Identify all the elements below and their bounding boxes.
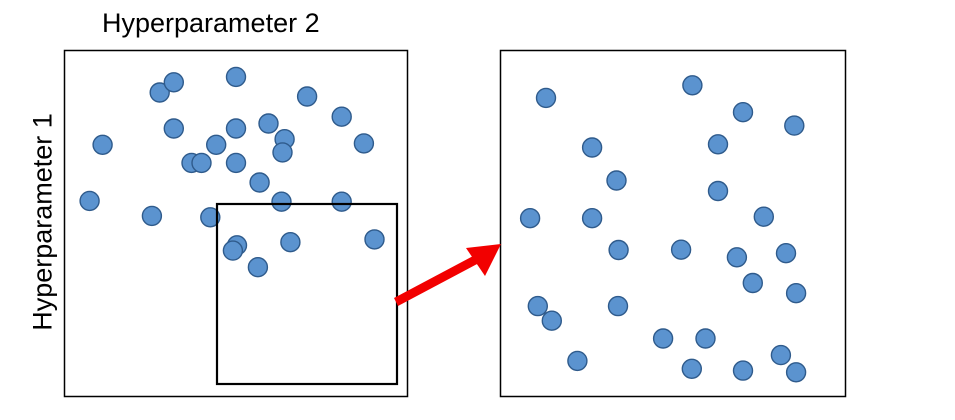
right-point-13	[670, 239, 692, 260]
right-panel-points	[519, 75, 807, 383]
right-point-17	[742, 272, 763, 294]
right-point-10	[581, 207, 603, 229]
left-point-18	[271, 191, 292, 212]
left-point-20	[79, 190, 100, 212]
right-point-7	[606, 170, 627, 191]
right-point-3	[732, 101, 754, 123]
right-point-1	[535, 87, 557, 109]
right-point-9	[519, 207, 541, 229]
left-point-5	[258, 113, 279, 134]
right-point-20	[541, 310, 562, 331]
left-point-23	[280, 231, 301, 253]
zoom-arrow	[394, 244, 501, 306]
left-point-2	[163, 72, 185, 93]
left-point-4	[296, 86, 318, 107]
right-point-22	[695, 328, 716, 349]
right-point-5	[707, 134, 729, 155]
left-point-17	[249, 172, 270, 193]
x-axis-label: Hyperparameter 2	[102, 8, 320, 38]
right-point-24	[567, 350, 588, 372]
right-panel-frame	[499, 49, 847, 398]
left-point-16	[225, 152, 247, 174]
left-point-1	[149, 82, 170, 103]
right-point-12	[608, 239, 629, 261]
left-point-27	[247, 257, 269, 278]
left-point-9	[331, 106, 352, 127]
right-point-11	[753, 206, 774, 227]
left-point-11	[92, 134, 113, 156]
left-panel-points	[79, 66, 385, 278]
left-panel-frame	[63, 49, 409, 398]
left-point-19	[331, 191, 352, 212]
left-point-13	[272, 142, 293, 163]
left-point-7	[225, 118, 247, 139]
left-point-12	[205, 134, 227, 156]
right-point-27	[681, 358, 702, 379]
right-point-21	[652, 328, 674, 349]
right-point-25	[732, 360, 754, 381]
right-point-18	[527, 295, 548, 317]
right-point-6	[581, 137, 603, 158]
zoom-region-box	[215, 202, 399, 386]
right-point-8	[707, 180, 729, 202]
right-point-14	[726, 247, 748, 268]
right-point-2	[682, 75, 703, 96]
left-point-15	[191, 152, 212, 174]
right-point-16	[785, 283, 807, 304]
left-point-25	[364, 229, 385, 250]
right-point-26	[785, 362, 807, 383]
left-point-6	[163, 118, 185, 139]
left-point-21	[141, 205, 163, 227]
left-point-22	[200, 207, 221, 228]
right-point-15	[775, 242, 797, 264]
left-point-10	[353, 133, 375, 154]
right-point-19	[607, 295, 629, 317]
right-point-23	[770, 344, 792, 366]
right-point-4	[784, 115, 805, 136]
left-point-26	[222, 240, 244, 261]
left-point-3	[225, 66, 247, 88]
